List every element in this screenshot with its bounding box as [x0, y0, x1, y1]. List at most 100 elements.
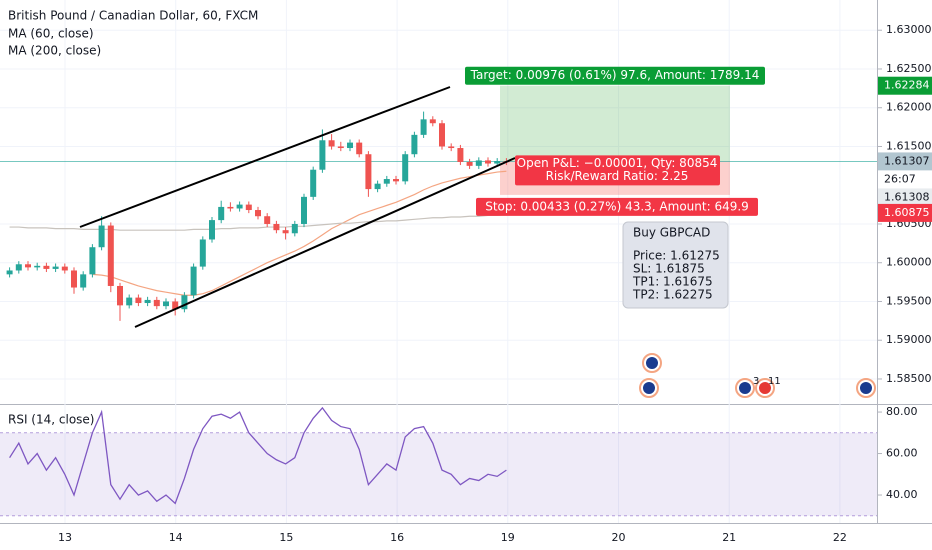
y-tick-label: 1.62500: [886, 62, 932, 75]
y-tick-label: 1.59000: [886, 333, 932, 346]
grid: [0, 0, 877, 523]
price-label-box: [878, 188, 932, 207]
chart-title: British Pound / Canadian Dollar, 60, FXC…: [8, 9, 258, 23]
trend-line: [79, 86, 451, 228]
y-tick-label: 1.58500: [886, 372, 932, 385]
candle-body: [153, 299, 160, 307]
candle-body: [429, 119, 436, 124]
price-label-box: [878, 170, 932, 189]
pnl-label: Open P&L: −0.00001, Qty: 80854: [517, 156, 718, 170]
trend-line: [134, 157, 516, 328]
price-label-box: [878, 152, 932, 171]
candle-body: [117, 285, 123, 306]
candle-body: [163, 301, 169, 307]
note-line: TP1: 1.61675: [632, 275, 713, 289]
candle-body: [282, 230, 289, 234]
legend-entry: MA (200, close): [8, 44, 101, 58]
y-tick-label: 1.62000: [886, 101, 932, 114]
candle-body: [264, 216, 271, 224]
x-tick-label: 20: [612, 531, 626, 544]
candle-body: [310, 169, 317, 197]
y-tick-label: 40.00: [886, 488, 918, 501]
candle-body: [126, 297, 133, 306]
candle-body: [135, 297, 142, 304]
event-flag: [759, 382, 771, 394]
candle-body: [227, 206, 234, 209]
candle-body: [420, 119, 427, 135]
candle-body: [144, 299, 151, 304]
label-box: [476, 197, 758, 216]
candle-body: [374, 183, 381, 190]
y-tick-label: 60.00: [886, 447, 918, 460]
x-tick-label: 16: [390, 531, 404, 544]
candle-body: [466, 161, 473, 166]
candle-body: [43, 265, 50, 269]
price-label: 1.61308: [884, 190, 930, 203]
candle-body: [383, 179, 390, 184]
rsi-label: RSI (14, close): [8, 413, 94, 427]
candle-body: [402, 154, 409, 182]
candle-body: [393, 179, 399, 182]
candle-body: [291, 223, 298, 234]
y-tick-label: 80.00: [886, 405, 918, 418]
event-count: 3: [753, 376, 759, 387]
stop-label: Stop: 0.00433 (0.27%) 43.3, Amount: 649.…: [485, 199, 749, 213]
ma-line: [92, 170, 507, 296]
candle-body: [190, 266, 197, 296]
legend-entry: MA (60, close): [8, 27, 94, 41]
price-label: 26:07: [884, 172, 916, 185]
price-label-box: [878, 203, 932, 222]
candle-body: [25, 264, 31, 268]
candle-body: [255, 210, 261, 217]
candle-body: [301, 196, 307, 224]
candle-body: [172, 301, 179, 310]
axes: 1.630001.625001.620001.615001.605001.600…: [58, 23, 932, 544]
target-zone: [500, 85, 730, 162]
y-tick-label: 1.59500: [886, 294, 932, 307]
x-tick-label: 21: [722, 531, 736, 544]
candle-body: [71, 270, 77, 288]
y-tick-label: 1.61500: [886, 139, 932, 152]
rr-label: Risk/Reward Ratio: 2.25: [546, 169, 689, 183]
candle-body: [98, 225, 105, 248]
label-box: [465, 66, 765, 85]
candle-body: [209, 220, 215, 240]
candle-body: [80, 274, 87, 288]
candle-body: [218, 206, 225, 221]
price-label-box: [878, 76, 932, 95]
candle-body: [448, 146, 455, 149]
rsi-band: [0, 432, 877, 516]
x-tick-label: 14: [169, 531, 183, 544]
note-title: Buy GBPCAD: [633, 226, 710, 240]
candle-body: [52, 266, 59, 269]
price-label: 1.62284: [884, 79, 930, 92]
x-tick-label: 22: [833, 531, 847, 544]
x-tick-label: 13: [58, 531, 72, 544]
event-flag: [646, 357, 658, 369]
candle-body: [181, 295, 188, 310]
ma-line: [9, 214, 507, 231]
candle-body: [494, 161, 501, 164]
price-label: 1.60875: [884, 206, 930, 219]
candle-body: [34, 265, 41, 268]
candle-body: [328, 140, 335, 147]
x-tick-label: 15: [279, 531, 293, 544]
events: 3 11: [639, 353, 876, 398]
candle-body: [319, 140, 326, 170]
candle-body: [15, 264, 22, 271]
note-box: [622, 221, 729, 309]
candle-body: [89, 247, 96, 275]
candle-body: [457, 148, 464, 162]
candle-body: [273, 223, 280, 231]
candle-body: [337, 146, 344, 149]
price-label: 1.61307: [884, 154, 930, 167]
candle-body: [485, 160, 491, 164]
event-flag: [860, 382, 872, 394]
candle-body: [236, 204, 243, 209]
note-line: SL: 1.61875: [633, 262, 705, 276]
target-label: Target: 0.00976 (0.61%) 97.6, Amount: 17…: [470, 68, 760, 82]
position-labels: Target: 0.00976 (0.61%) 97.6, Amount: 17…: [465, 66, 765, 216]
y-tick-label: 1.63000: [886, 23, 932, 36]
